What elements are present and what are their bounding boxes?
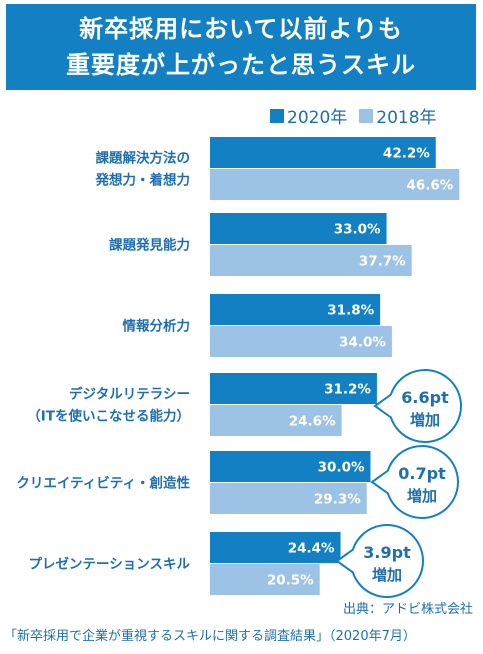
data-label-2018: 37.7% — [359, 254, 406, 270]
legend: 2020年 2018年 — [270, 103, 437, 128]
category-label: 情報分析力 — [123, 318, 191, 335]
bar-2020 — [210, 373, 377, 404]
data-label-2020: 31.8% — [327, 303, 374, 319]
bar-2018 — [210, 169, 460, 200]
category-label: プレゼンテーションスキル — [29, 556, 191, 573]
callout-label: 増加 — [407, 487, 437, 505]
callout-value: 3.9pt — [363, 543, 411, 562]
bar-2020 — [210, 213, 387, 244]
data-label-2020: 30.0% — [318, 460, 365, 476]
data-label-2020: 33.0% — [334, 222, 381, 238]
category-label: 課題解決方法の — [96, 150, 191, 167]
bar-2020 — [210, 451, 371, 482]
survey-footnote: 「新卒採用で企業が重視するスキルに関する調査結果」（2020年7月） — [4, 629, 416, 644]
category-label: 課題発見能力 — [109, 237, 190, 254]
category-label: デジタルリテラシー — [69, 386, 190, 403]
bar-2020 — [210, 137, 436, 168]
category-label: （ITを使いこなせる能力） — [27, 408, 190, 425]
bar-2020 — [210, 294, 381, 325]
callout-label: 増加 — [372, 566, 402, 584]
legend-label-2020: 2020年 — [287, 108, 348, 128]
bar-2018 — [210, 483, 367, 514]
bar-2018 — [210, 245, 412, 276]
data-label-2018: 20.5% — [267, 573, 314, 589]
callout-bubble — [370, 445, 459, 519]
legend-label-2018: 2018年 — [376, 108, 437, 128]
title-line-2: 重要度が上がったと思うスキル — [66, 51, 416, 79]
source-credit: 出典：アドビ株式会社 — [342, 602, 473, 617]
data-label-2018: 34.0% — [339, 335, 386, 351]
bar-2018 — [210, 564, 320, 595]
data-label-2018: 46.6% — [406, 178, 453, 194]
chart-title: 新卒採用において以前よりも 重要度が上がったと思うスキル — [6, 4, 476, 90]
legend-item-2020: 2020年 — [270, 103, 347, 128]
bar-2020 — [210, 532, 341, 563]
data-label-2020: 42.2% — [383, 146, 430, 162]
callout-label: 増加 — [410, 411, 440, 429]
data-label-2018: 24.6% — [289, 414, 336, 430]
bar-2018 — [210, 405, 342, 436]
title-line-1: 新卒採用において以前よりも — [79, 15, 403, 43]
legend-swatch-2020 — [270, 108, 284, 123]
legend-swatch-2018 — [359, 108, 374, 123]
callout-bubble — [335, 524, 424, 598]
data-label-2020: 24.4% — [288, 541, 335, 557]
callout-value: 6.6pt — [401, 388, 449, 407]
bar-2018 — [210, 326, 392, 357]
category-label: クリエイティビティ・創造性 — [16, 475, 190, 492]
data-label-2020: 31.2% — [324, 382, 371, 398]
callout-value: 0.7pt — [398, 464, 446, 483]
data-label-2018: 29.3% — [314, 492, 361, 508]
callout-bubble — [373, 369, 462, 443]
category-label: 発想力・着想力 — [95, 172, 191, 189]
legend-item-2018: 2018年 — [359, 103, 437, 128]
